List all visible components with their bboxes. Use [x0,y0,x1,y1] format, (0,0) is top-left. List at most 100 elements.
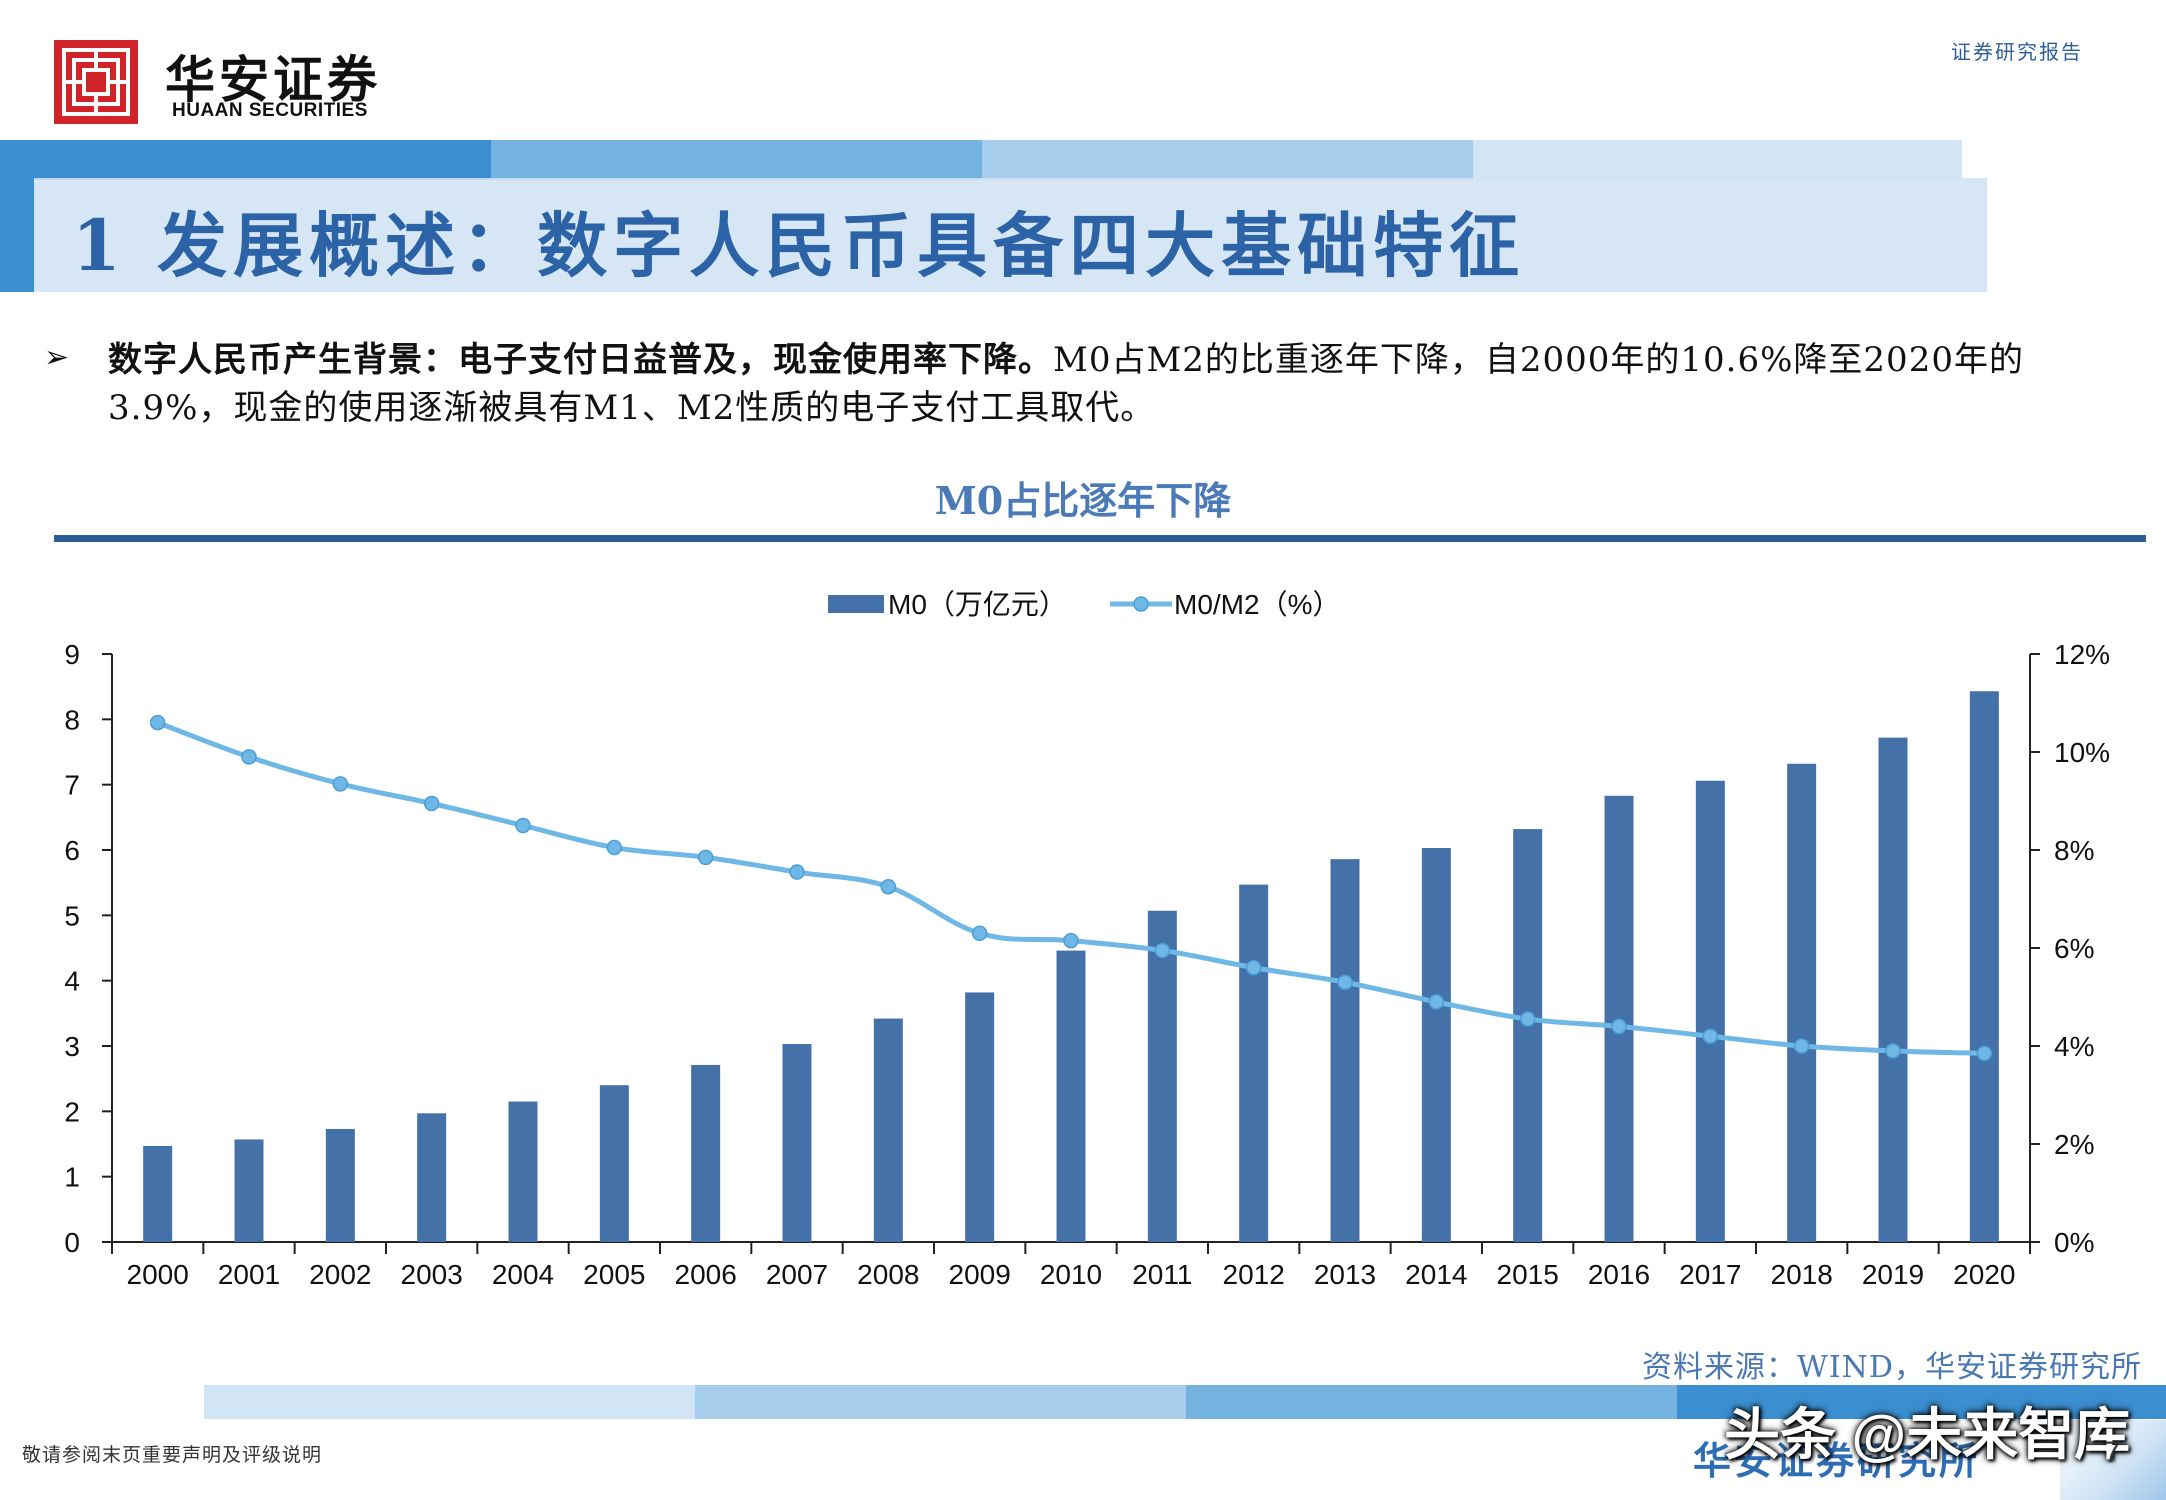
header-band-segment-1 [0,140,491,180]
y-left-tick-label: 3 [64,1031,80,1062]
legend-bar-swatch [828,595,884,613]
bar [1878,737,1908,1242]
chart-title-rule [54,535,2146,542]
ratio-point [1337,974,1353,991]
bar [325,1128,355,1242]
header-band-segment-4 [1473,140,1962,180]
ratio-point [789,864,805,880]
ratio-point [332,776,349,792]
x-tick-label: 2015 [1497,1259,1559,1290]
ratio-point [697,849,714,866]
ratio-point [149,714,166,731]
huaan-logo-icon [54,40,138,124]
x-tick-label: 2018 [1771,1259,1833,1290]
bullet-body-text: M0占M2的比重逐年下降，自2000年的10.6%降至2020年的3.9%，现金… [108,340,2024,428]
bar [1239,884,1269,1242]
bar [1421,848,1451,1242]
y-right-tick-label: 0% [2054,1227,2094,1258]
ratio-point [1519,1011,1536,1027]
bar [1787,763,1817,1242]
footer-band-segment-3 [1186,1385,1677,1419]
bar [1330,859,1360,1242]
x-tick-label: 2010 [1040,1259,1102,1290]
source-note: 资料来源：WIND，华安证券研究所 [1642,1350,2142,1385]
y-right-tick-label: 2% [2054,1129,2094,1160]
bar [234,1139,264,1242]
bullet-paragraph: 数字人民币产生背景：电子支付日益普及，现金使用率下降。M0占M2的比重逐年下降，… [108,336,2098,432]
y-left-tick-label: 2 [64,1096,80,1127]
x-tick-label: 2017 [1679,1259,1741,1290]
bullet-bold-lead: 数字人民币产生背景：电子支付日益普及，现金使用率下降。 [108,340,1053,380]
x-tick-label: 2008 [857,1259,919,1290]
y-right-tick-label: 6% [2054,933,2094,964]
y-left-tick-label: 5 [64,900,80,931]
y-right-tick-label: 12% [2054,639,2110,670]
x-tick-label: 2014 [1405,1259,1467,1290]
footer-corner-decoration [2060,1420,2166,1500]
y-right-tick-label: 4% [2054,1031,2094,1062]
legend-line-label: M0/M2（%） [1174,589,1340,620]
x-tick-label: 2013 [1314,1259,1376,1290]
title-box [34,178,1987,292]
legend-line-marker [1133,596,1149,612]
x-tick-label: 2012 [1223,1259,1285,1290]
x-tick-label: 2011 [1132,1259,1192,1290]
chart-title: M0占比逐年下降 [934,478,1232,523]
report-type-label: 证券研究报告 [1951,40,2083,64]
y-left-tick-label: 1 [64,1162,80,1193]
header-band-segment-2 [491,140,982,180]
ratio-point [971,925,988,942]
ratio-point [423,795,440,812]
x-tick-label: 2016 [1588,1259,1650,1290]
disclaimer-note: 敬请参阅末页重要声明及评级说明 [22,1444,323,1466]
bar [508,1101,538,1242]
ratio-point [1885,1043,1901,1059]
ratio-point [1245,959,1262,976]
header-band-segment-3 [982,140,1473,180]
bar [1513,829,1543,1242]
logo-chinese-name: 华安证券 [165,50,381,109]
bar [782,1044,812,1242]
x-tick-label: 2000 [127,1259,189,1290]
watermark-text: 头条 @未来智库 [1724,1403,2131,1466]
x-tick-label: 2002 [309,1259,371,1290]
bar [1147,910,1177,1242]
x-tick-label: 2009 [949,1259,1011,1290]
bar [873,1018,903,1242]
bar [965,992,995,1242]
x-tick-label: 2004 [492,1259,554,1290]
y-right-tick-label: 8% [2054,835,2094,866]
bar [691,1064,721,1242]
bar [1695,780,1725,1242]
x-tick-label: 2001 [218,1259,280,1290]
footer-band-segment-2 [695,1385,1186,1419]
y-right-tick-label: 10% [2054,737,2110,768]
x-tick-label: 2005 [583,1259,645,1290]
page-number: 7 [2104,1436,2121,1469]
bar [1056,950,1086,1242]
page-title: 1 发展概述：数字人民币具备四大基础特征 [72,204,1526,287]
footer-organization: 华安证券研究所 [1693,1438,1981,1483]
bar [143,1145,173,1242]
x-tick-label: 2019 [1862,1259,1924,1290]
legend-bar-label: M0（万亿元） [888,589,1067,620]
ratio-point [1428,994,1445,1010]
x-tick-label: 2003 [401,1259,463,1290]
header-band-left-tab [0,180,34,292]
y-left-tick-label: 0 [64,1227,80,1258]
ratio-point [1611,1018,1627,1035]
ratio-point [880,879,897,895]
bar [417,1113,447,1242]
ratio-point [515,817,531,834]
bar [1969,691,1999,1242]
x-tick-label: 2007 [766,1259,828,1290]
ratio-point [606,839,623,856]
y-left-tick-label: 4 [64,966,80,997]
ratio-point [1976,1045,1993,1062]
y-left-tick-label: 9 [64,639,80,670]
y-left-tick-label: 6 [64,835,80,866]
ratio-point [1063,932,1079,949]
ratio-point [241,749,257,765]
ratio-point [1793,1038,1810,1054]
ratio-point [1702,1028,1719,1044]
